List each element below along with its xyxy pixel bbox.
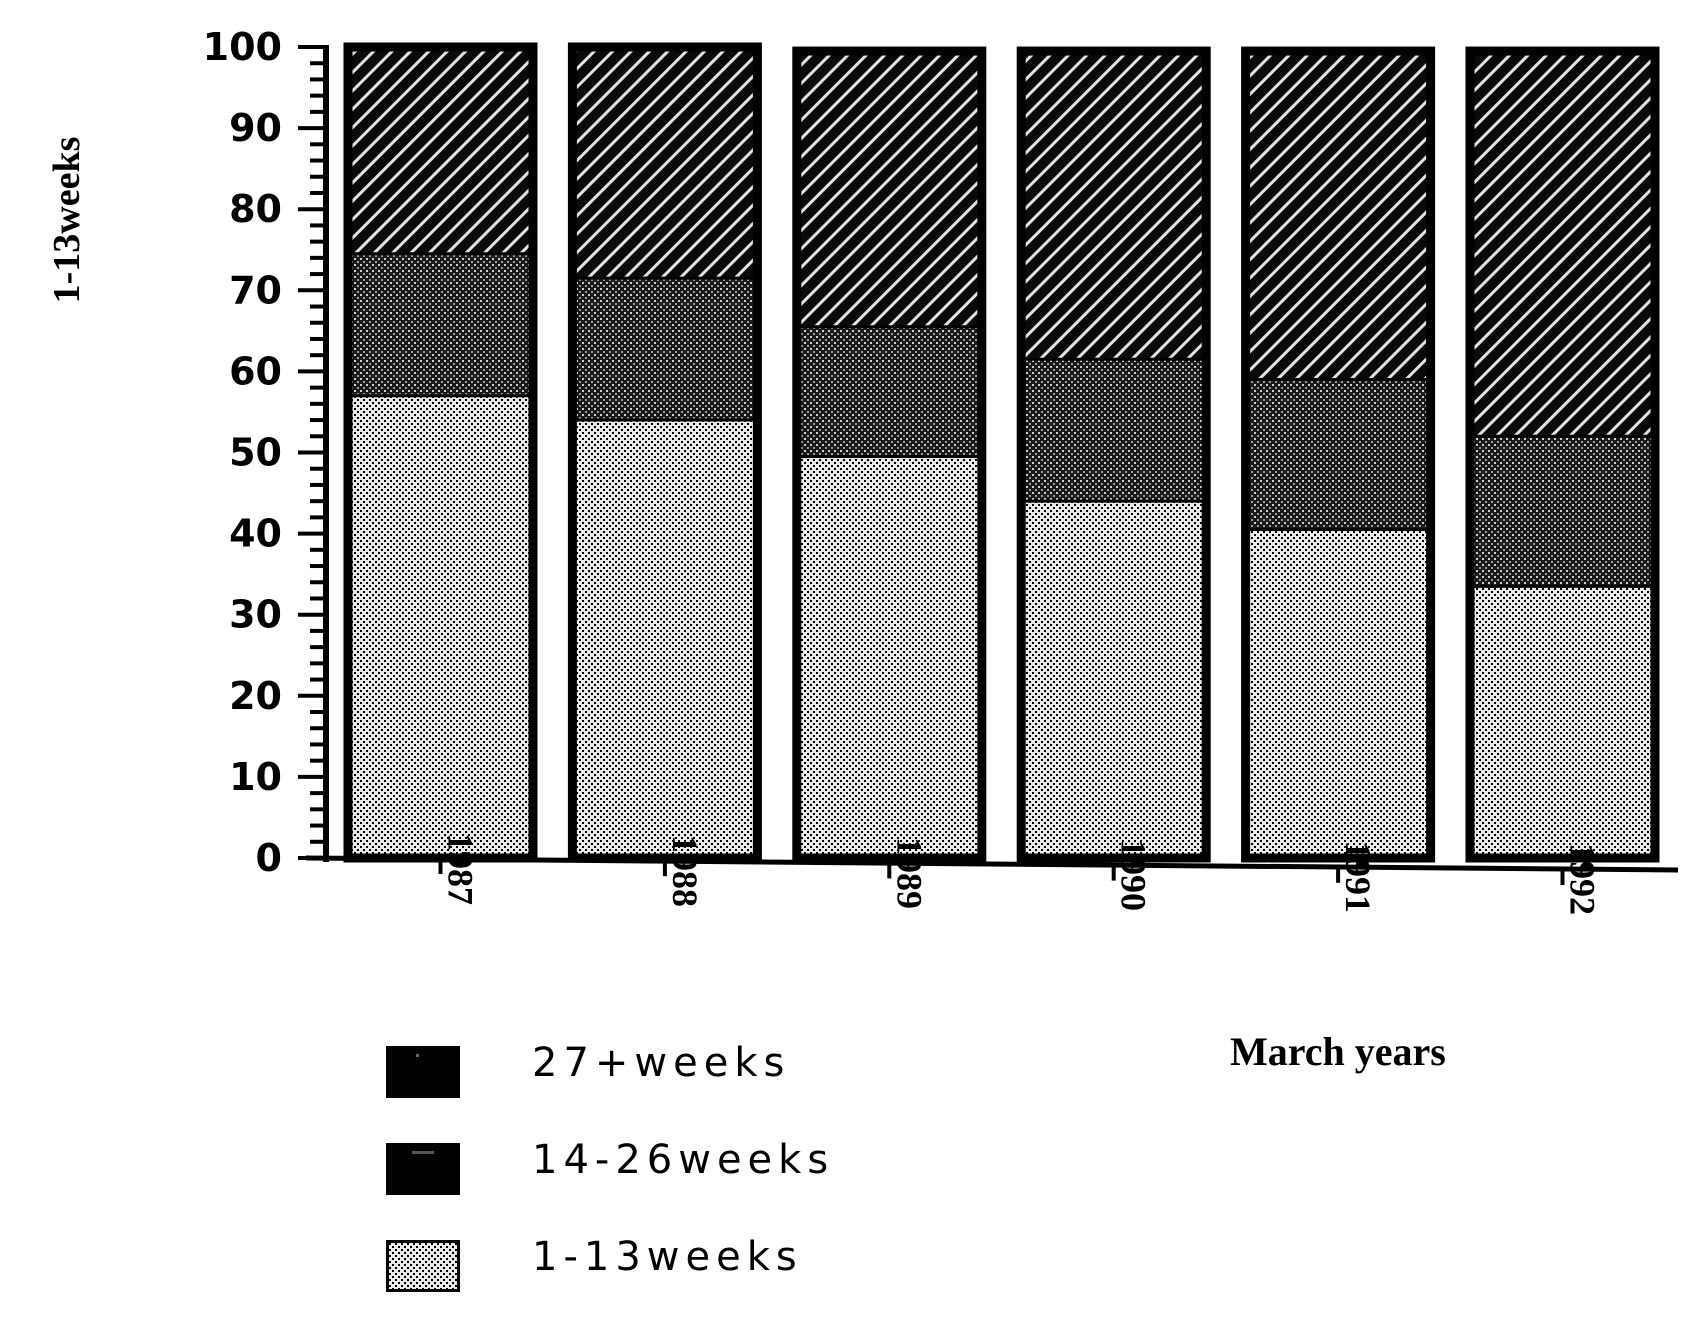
bar-segment-14-26weeks-1989: [796, 326, 982, 457]
bar-segment-1-13weeks-1992: [1470, 586, 1655, 858]
bar-segment-27+weeks-1991: [1245, 51, 1431, 380]
bar-outline-1991: [1241, 46, 1436, 863]
bar-segment-27+weeks-1987: [348, 47, 533, 254]
bar-segment-14-26weeks-1990: [1021, 359, 1207, 502]
legend-label-1-13-weeks: 1-13weeks: [532, 1234, 803, 1280]
x-tick-label-1988: 1988: [665, 835, 705, 907]
y-tick-label: 40: [229, 512, 282, 556]
bar-outline-1989: [792, 46, 987, 863]
legend-swatch-27-plus-weeks: [386, 1046, 460, 1098]
x-tick-label-1989: 1989: [889, 837, 929, 909]
bar-outline-1990: [1016, 46, 1211, 863]
y-tick-label: 90: [229, 106, 282, 150]
x-tick-label-1992: 1992: [1563, 843, 1603, 915]
bar-group-1988: [567, 42, 762, 863]
bar-segment-14-26weeks-1988: [572, 278, 758, 421]
bar-segment-27+weeks-1988: [572, 47, 758, 279]
bar-segment-14-26weeks-1992: [1470, 436, 1655, 587]
y-tick-label: 70: [229, 268, 282, 312]
y-tick-label: 50: [229, 431, 282, 475]
bar-segment-27+weeks-1992: [1470, 51, 1655, 437]
y-tick-label: 10: [229, 755, 282, 799]
bar-segment-27+weeks-1990: [1021, 51, 1207, 360]
bar-group-1990: [1016, 46, 1211, 863]
x-axis-label: March years: [1230, 1029, 1446, 1074]
y-tick-label: 0: [256, 836, 282, 880]
bar-segment-1-13weeks-1987: [348, 395, 533, 858]
legend-swatch-1-13-weeks: [386, 1240, 460, 1292]
legend-label-27-plus-weeks: 27+weeks: [532, 1040, 791, 1086]
bar-segment-14-26weeks-1991: [1245, 379, 1431, 530]
x-axis-line: [305, 855, 1679, 873]
bar-group-1991: [1241, 46, 1436, 863]
y-axis-label: 1-13weeks: [22, 110, 112, 330]
bars-layer: [343, 42, 1660, 863]
bar-group-1989: [792, 46, 987, 863]
legend-label-14-26-weeks: 14-26weeks: [532, 1137, 835, 1183]
y-tick-label: 60: [229, 349, 282, 393]
y-tick-label: 80: [229, 187, 282, 231]
stacked-bar-chart: 0 10 20 30 40 50 60 70 80 90 100 1987 1988 1989 1990 19…: [203, 25, 1679, 915]
y-tick-label: 100: [203, 25, 282, 69]
bar-group-1987: [343, 42, 538, 863]
x-tick-label-1990: 1990: [1114, 839, 1154, 911]
bar-segment-1-13weeks-1990: [1021, 501, 1207, 858]
bar-segment-1-13weeks-1988: [572, 420, 758, 858]
legend-swatch-14-26-weeks: [386, 1143, 460, 1195]
bar-outline-1988: [567, 42, 762, 863]
x-tick-label-1991: 1991: [1338, 841, 1378, 913]
bar-segment-27+weeks-1989: [796, 51, 982, 327]
bar-group-1992: [1465, 46, 1660, 863]
axes-layer: 0 10 20 30 40 50 60 70 80 90 100 1987 1988 1989 1990 19…: [203, 25, 1679, 915]
y-axis-label-text: 1-13weeks: [46, 136, 88, 304]
bar-outline-1992: [1465, 46, 1660, 863]
x-tick-label-1987: 1987: [441, 833, 481, 905]
y-tick-label: 30: [229, 593, 282, 637]
bar-segment-1-13weeks-1989: [796, 456, 982, 858]
bar-segment-1-13weeks-1991: [1245, 529, 1431, 858]
y-tick-label: 20: [229, 674, 282, 718]
bar-segment-14-26weeks-1987: [348, 253, 533, 396]
